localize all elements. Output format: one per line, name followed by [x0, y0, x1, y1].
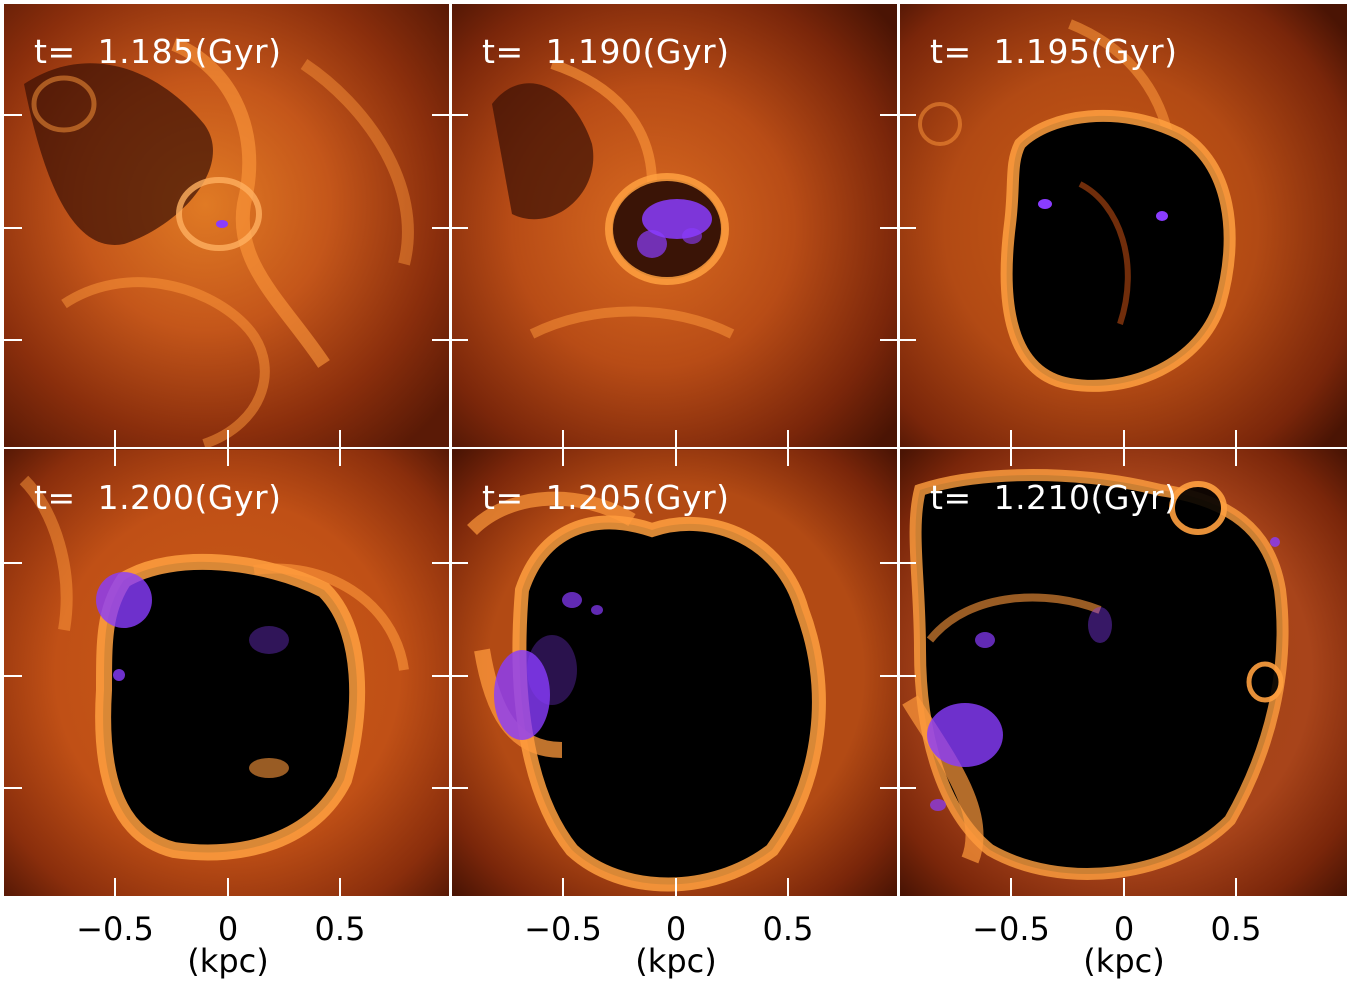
x-tick-label: −0.5: [524, 910, 602, 948]
star-cluster: [96, 572, 289, 681]
x-axis-unit: (kpc): [1083, 942, 1165, 980]
simulation-image: [4, 450, 451, 896]
x-axis-unit: (kpc): [187, 942, 269, 980]
panel-time-label: t= 1.200(Gyr): [34, 478, 282, 517]
simulation-image: [452, 450, 899, 896]
x-tick-label: −0.5: [76, 910, 154, 948]
panel-time-label: t= 1.185(Gyr): [34, 32, 282, 71]
panel-6: t= 1.210(Gyr): [900, 450, 1347, 896]
star-cluster: [1156, 211, 1168, 221]
x-tick-label: 0.5: [1210, 910, 1262, 948]
panel-3: t= 1.195(Gyr): [900, 4, 1347, 450]
star-cluster: [1038, 199, 1052, 209]
x-tick-label: 0.5: [762, 910, 814, 948]
x-axis-unit: (kpc): [635, 942, 717, 980]
simulation-image: [4, 4, 451, 450]
panel-time-label: t= 1.210(Gyr): [930, 478, 1178, 517]
star-cluster: [216, 220, 228, 228]
panel-time-label: t= 1.205(Gyr): [482, 478, 730, 517]
simulation-image: [900, 4, 1347, 450]
simulation-image: [900, 450, 1347, 896]
panel-4: t= 1.200(Gyr): [4, 450, 451, 896]
panel-5: t= 1.205(Gyr): [452, 450, 899, 896]
star-cluster: [927, 537, 1280, 811]
star-cluster: [494, 592, 603, 740]
x-tick-label: 0: [217, 910, 239, 948]
simulation-image: [452, 4, 899, 450]
x-tick-label: 0.5: [314, 910, 366, 948]
star-cluster: [637, 199, 712, 258]
x-tick-label: −0.5: [972, 910, 1050, 948]
panel-time-label: t= 1.190(Gyr): [482, 32, 730, 71]
x-tick-label: 0: [1113, 910, 1135, 948]
x-tick-label: 0: [665, 910, 687, 948]
panel-2: t= 1.190(Gyr): [452, 4, 899, 450]
panel-time-label: t= 1.195(Gyr): [930, 32, 1178, 71]
panel-1: t= 1.185(Gyr): [4, 4, 451, 450]
